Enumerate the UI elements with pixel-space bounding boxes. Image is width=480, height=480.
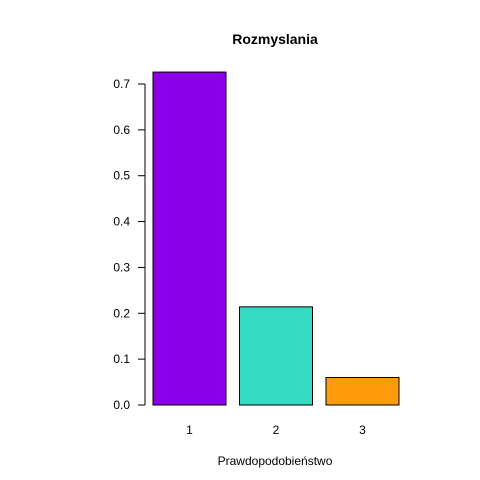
y-tick-label: 0.3 xyxy=(113,260,130,274)
y-tick-label: 0.6 xyxy=(113,123,130,137)
x-axis-label: Prawdopodobieństwo xyxy=(218,454,333,468)
bar-3 xyxy=(325,376,400,406)
bars xyxy=(152,71,400,406)
x-tick-label: 2 xyxy=(273,423,280,437)
y-tick-label: 0.7 xyxy=(113,77,130,91)
y-tick-label: 0.0 xyxy=(113,398,130,412)
chart-title: Rozmyslania xyxy=(232,31,318,47)
y-tick-label: 0.5 xyxy=(113,169,130,183)
x-tick-label: 3 xyxy=(359,423,366,437)
bar-1 xyxy=(152,71,227,406)
y-axis: 0.0 0.1 0.2 0.3 0.4 0.5 0.6 0.7 xyxy=(113,77,146,412)
bar-2 xyxy=(239,306,313,406)
x-tick-label: 1 xyxy=(186,423,193,437)
y-tick-label: 0.2 xyxy=(113,306,130,320)
x-tick-labels: 1 2 3 xyxy=(186,423,366,437)
y-tick-label: 0.1 xyxy=(113,352,130,366)
y-tick-label: 0.4 xyxy=(113,215,130,229)
